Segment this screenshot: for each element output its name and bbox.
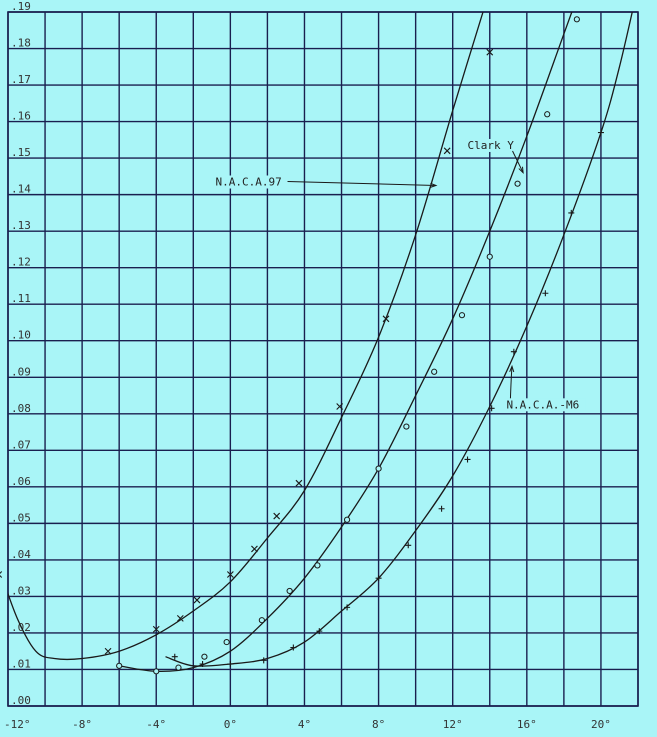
data-point-cross [226,571,234,578]
data-point-circle [223,638,230,646]
annotation-arrowhead [518,166,524,175]
y-tick-label: .07 [11,438,31,451]
data-point-circle [486,253,493,260]
data-point-cross [0,571,3,578]
x-tick-label: 12° [443,718,463,731]
annotation-label: Clark Y [468,139,515,152]
y-tick-label: .06 [11,475,31,488]
axis-tick-labels: .00.01.02.03.04.05.06.07.08.09.10.11.12.… [4,0,611,731]
data-point-circle [153,668,160,675]
data-point-plus [510,348,517,355]
y-tick-label: .09 [11,365,31,378]
annotation-arrow [512,150,524,173]
data-point-plus [438,505,445,512]
x-tick-label: -8° [72,718,92,731]
data-point-plus [542,290,549,297]
data-point-plus [568,209,575,216]
data-point-plus [375,575,382,582]
data-point-cross [176,614,184,622]
data-point-plus [260,657,267,664]
x-tick-label: -4° [146,718,166,731]
data-point-circle [544,111,551,118]
data-point-circle [314,562,321,569]
data-point-cross [443,147,451,155]
data-point-plus [316,628,323,635]
y-tick-label: .00 [11,694,31,707]
y-tick-label: .16 [11,110,31,123]
annotation-label: N.A.C.A.97 [216,176,282,189]
y-tick-label: .03 [11,584,31,597]
annotations: N.A.C.A.97 Clark Y N.A.C.A.-M6 [213,138,586,412]
data-point-circle [258,617,265,624]
y-tick-label: .19 [11,0,31,13]
annotation-arrowhead [509,364,515,373]
data-point-plus [290,644,297,651]
data-point-circle [343,516,351,523]
y-tick-label: .04 [11,548,31,561]
data-point-circle [286,587,293,595]
data-markers [0,16,604,675]
data-point-plus [344,604,351,611]
data-point-plus [227,660,234,667]
data-point-cross [104,647,112,655]
annotation-arrow [287,181,437,186]
annotation-backdrop [465,138,519,152]
x-tick-label: 0° [224,718,237,731]
data-point-circle [375,465,382,472]
data-point-plus [488,405,495,412]
data-point-cross [152,625,160,633]
series-line [165,12,633,667]
series-line [8,12,484,661]
data-point-plus [199,660,206,667]
x-tick-label: 20° [591,718,611,731]
x-tick-label: 16° [517,718,537,731]
y-tick-label: .10 [11,329,31,342]
annotation-arrowhead [430,182,438,188]
data-point-plus [464,456,471,463]
annotation-label: N.A.C.A.-M6 [506,398,579,411]
y-tick-label: .15 [11,146,31,159]
y-tick-label: .08 [11,402,31,415]
y-tick-label: .05 [11,511,31,524]
data-point-plus [405,542,412,549]
plot-frame [7,11,639,707]
data-point-circle [201,653,208,660]
data-point-plus [597,129,604,136]
y-tick-label: .14 [11,183,31,196]
y-tick-label: .13 [11,219,31,232]
annotation-backdrop [504,398,586,412]
data-point-circle [573,16,580,23]
data-point-cross [193,596,201,604]
y-tick-label: .18 [11,37,31,50]
grid [7,11,639,707]
data-point-circle [403,423,410,430]
y-tick-label: .17 [11,73,31,86]
data-point-cross [382,315,390,323]
y-tick-label: .01 [11,657,31,670]
data-point-cross [486,48,494,56]
x-tick-label: 4° [298,718,311,731]
annotation-arrow [509,366,513,399]
y-tick-label: .11 [11,292,31,305]
y-tick-label: .12 [11,256,31,269]
data-point-cross [273,512,281,520]
data-point-cross [251,545,258,553]
data-point-circle [514,180,521,187]
x-tick-label: -12° [4,718,31,731]
data-point-circle [458,312,466,319]
data-point-circle [175,664,182,671]
data-point-plus [171,653,178,660]
data-point-circle [116,662,123,669]
data-point-cross [295,479,303,487]
data-point-circle [431,368,438,375]
x-tick-label: 8° [372,718,385,731]
annotation-backdrop [213,175,288,189]
data-point-cross [336,403,344,410]
